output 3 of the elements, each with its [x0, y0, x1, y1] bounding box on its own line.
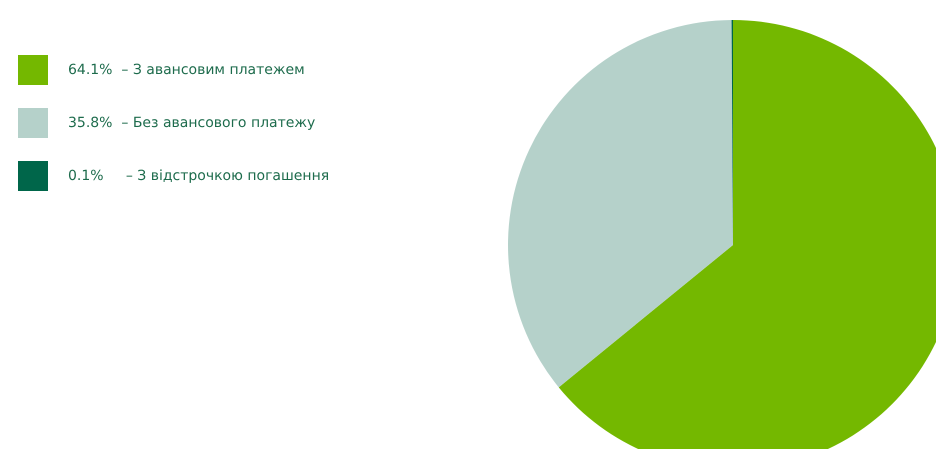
legend-label: 35.8% – Без авансового платежу: [68, 115, 316, 131]
legend-label: 64.1% – З авансовим платежем: [68, 62, 305, 78]
legend-label: 0.1% – З відстрочкою погашення: [68, 168, 330, 184]
